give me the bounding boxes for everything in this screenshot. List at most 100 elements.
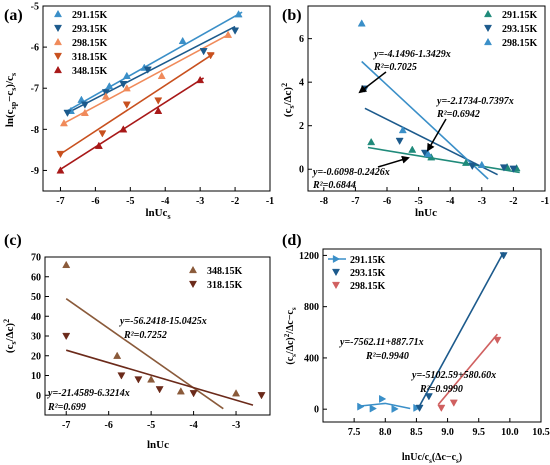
data-point-318.15K [134, 376, 143, 384]
fit-line-291.15K [67, 11, 243, 112]
data-point-298.15K [424, 149, 433, 158]
y-tick-label: 30 [31, 332, 41, 343]
legend-label: 318.15K [207, 280, 243, 291]
data-point-293.15K [499, 164, 508, 172]
panel-a-label: (a) [4, 7, 23, 24]
y-tick-label: 800 [304, 302, 319, 313]
data-point-318.15K [155, 386, 164, 394]
panel-d-plot-frame [322, 248, 542, 423]
y-tick-label: 0 [36, 391, 41, 402]
panel-d-annotations: y=-7562.11+887.71x R²=0.9940 y=-5102.59+… [339, 337, 496, 395]
y-tick-label: 6 [299, 34, 304, 45]
legend-label: 291.15K [350, 255, 386, 266]
x-tick-label: -5 [414, 196, 422, 207]
y-tick-label: 0 [314, 405, 319, 416]
legend-item-348.15K: 348.15K [188, 265, 243, 277]
panel-d-ticks: 7.5 8.0 8.5 9.0 9.5 10.0 10.5 0 400 800 1200 [299, 251, 550, 438]
data-point-293.15K [468, 162, 477, 171]
fit-line-348.15K [58, 77, 205, 172]
panel-a-x-axis-label: lnUcs [145, 207, 170, 221]
data-point-298.15K [80, 108, 89, 117]
panel-b-arrow-1 [358, 71, 387, 94]
y-tick-label: 20 [31, 351, 41, 362]
panel-d-y-axis-label: (cs/Δc)2/Δc−cs [283, 307, 298, 364]
panel-c-eq-348: y=-56.2418-15.0425x [119, 316, 207, 327]
data-point-318.15K [122, 101, 131, 109]
x-tick-label: -5 [126, 196, 134, 207]
panel-b-points [357, 19, 521, 173]
data-point-318.15K [257, 392, 266, 400]
data-point-348.15K [56, 166, 65, 174]
data-point-298.15K [398, 125, 407, 134]
fit-line-293.15K [416, 251, 505, 410]
panel-a: (a) -7 -6 -5 -4 -3 -2 -1 -9 -8 -7 -6 -5 291.15K 293.… [4, 2, 274, 222]
y-tick-label: -9 [31, 166, 39, 177]
x-tick-label: -6 [91, 196, 99, 207]
data-point-348.15K [113, 351, 122, 359]
panel-d-eq-293: y=-7562.11+887.71x [339, 337, 424, 348]
y-tick-label: 10 [31, 371, 41, 382]
data-point-298.15K [157, 71, 166, 80]
x-tick-label: 8.0 [379, 427, 392, 438]
panel-a-fit-lines [58, 11, 243, 172]
legend-item-298.15K: 298.15K [483, 37, 538, 49]
data-point-298.15K [122, 84, 131, 92]
x-tick-label: 10.0 [501, 427, 519, 438]
x-tick-label: 9.5 [472, 427, 485, 438]
legend-item-348.15K: 348.15K [53, 65, 108, 77]
panel-c: (c) -7 -6 -5 -4 -3 0 10 20 30 40 50 60 70 348.15K 318… [2, 232, 271, 451]
legend-item-293.15K: 293.15K [331, 268, 386, 279]
y-tick-label: 40 [31, 312, 41, 323]
legend-marker [331, 268, 341, 277]
legend-label: 293.15K [72, 24, 108, 35]
legend-marker [331, 281, 341, 290]
legend-marker [188, 265, 198, 274]
panel-b-annotations: y=-4.1496-1.3429x R²=0.7025 y=-2.1734-0.… [312, 49, 514, 191]
data-point-318.15K [189, 390, 198, 398]
data-point-293.15K [119, 80, 128, 89]
panel-d-fit-lines [360, 251, 505, 410]
x-tick-label: -4 [446, 196, 454, 207]
x-tick-label: -6 [105, 420, 113, 431]
data-point-298.15K [449, 399, 458, 407]
x-tick-label: 10.5 [532, 427, 550, 438]
panel-b-y-axis-label: (cs/Δc)2 [280, 83, 296, 117]
data-point-291.15K [122, 71, 131, 80]
data-point-318.15K [206, 52, 215, 60]
legend-marker [483, 24, 493, 33]
data-point-293.15K [424, 393, 433, 401]
y-tick-label: 4 [299, 78, 304, 89]
x-tick-label: -2 [231, 196, 239, 207]
data-point-291.15K [391, 404, 399, 413]
panel-d-points [357, 252, 508, 413]
panel-c-points [62, 260, 266, 400]
data-point-348.15K [94, 141, 103, 149]
panel-b-plot-frame [307, 5, 546, 192]
data-point-291.15K [379, 394, 387, 403]
y-tick-label: 70 [31, 253, 41, 264]
fit-line-298.15K [437, 333, 499, 406]
data-point-298.15K [357, 19, 366, 27]
x-tick-label: -2 [509, 196, 517, 207]
x-tick-label: -3 [196, 196, 204, 207]
data-point-348.15K [154, 106, 163, 114]
panel-b-eq-293: y=-2.1734-0.7397x [436, 96, 514, 107]
legend-marker [188, 280, 198, 289]
data-point-293.15K [499, 252, 508, 260]
y-tick-label: -7 [31, 84, 39, 95]
y-tick-label: 0 [299, 165, 304, 176]
legend-marker [483, 9, 493, 18]
legend-item-298.15K: 298.15K [53, 37, 108, 49]
panel-b-r2-291: R²=0.6844 [312, 180, 356, 191]
panel-d-eq-298: y=-5102.59+580.60x [411, 370, 496, 381]
legend-item-293.15K: 293.15K [483, 24, 538, 35]
legend-label: 293.15K [502, 24, 538, 35]
legend-item-291.15K: 291.15K [483, 9, 538, 21]
x-tick-label: -3 [478, 196, 486, 207]
legend-label: 291.15K [502, 10, 538, 21]
panel-b-eq-298: y=-4.1496-1.3429x [373, 49, 451, 60]
panel-c-annotations: y=-56.2418-15.0425x R²=0.7252 y=-21.4589… [47, 316, 207, 413]
x-tick-label: -4 [161, 196, 169, 207]
panel-b-r2-293: R²=0.6942 [436, 109, 480, 120]
panel-c-r2-318: R²=0.699 [47, 402, 86, 413]
